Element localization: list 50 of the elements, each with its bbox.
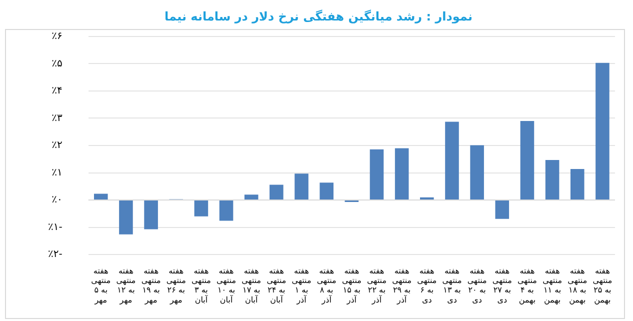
bar [570,168,584,200]
y-tick-label: ٪۰ [52,194,62,206]
x-tick-label: هفته منتهی به ۶ دی [417,266,437,304]
x-tick-label: هفته منتهی به ۴ بهمن [517,266,537,304]
x-tick-label: هفته منتهی به ۱۸ بهمن [568,266,588,304]
x-tick-label: هفته منتهی به ۲۴ آبان [266,266,286,304]
x-tick-label: هفته منتهی به ۱۹ مهر [141,266,161,304]
x-tick-label: هفته منتهی به ۱۷ آبان [242,266,262,304]
x-tick-label: هفته منتهی به ۱۰ آبان [216,266,236,304]
y-tick-label: ٪۵ [52,58,62,70]
x-tick-label: هفته منتهی به ۸ آذر [316,266,336,304]
y-tick-label: ٪۶ [52,30,62,42]
bar [596,62,610,200]
bar [270,184,284,200]
y-tick-label: ٪۱ [52,167,62,178]
bar [420,197,434,200]
bar [495,200,510,219]
bar [470,145,484,200]
y-tick-label: ٪۴ [52,86,62,97]
x-tick-label: هفته منتهی به ۲۵ بهمن [592,266,612,304]
x-tick-label: هفته منتهی به ۲۷ دی [492,266,512,304]
x-tick-label: هفته منتهی به ۲۹ آذر [392,266,412,304]
bar [370,149,384,200]
chart-title: نمودار : رشد میانگین هفتگی نرخ دلار در سامانه نیما [164,9,472,24]
x-tick-label: هفته منتهی به ۳ آبان [191,266,211,304]
bar [294,174,308,200]
x-tick-label: هفته منتهی به ۱ آذر [292,266,312,304]
bar [545,160,560,200]
x-tick-label: هفته منتهی به ۱۵ آذر [342,266,362,304]
x-tick-label: هفته منتهی به ۲۲ آذر [367,266,386,304]
bar [394,148,409,200]
x-tick-label: هفته منتهی به ۱۳ دی [442,266,462,304]
bar [119,200,133,234]
x-tick-label: هفته منتهی به ۵ مهر [91,266,111,304]
y-tick-label: ٪۲ [52,140,62,152]
bar [94,194,108,200]
bar [520,120,534,200]
bar [194,200,208,216]
bar [219,200,234,221]
y-tick-label: ٪۱- [48,222,63,233]
x-tick-label: هفته منتهی به ۱۲ مهر [116,266,136,304]
x-tick-label: هفته منتهی به ۲۶ مهر [166,266,186,304]
y-tick-label: ٪۳ [52,112,63,124]
y-tick-label: ٪۲- [48,249,63,260]
x-tick-label: هفته منتهی به ۲۰ دی [467,266,487,304]
x-tick-label: هفته منتهی به ۱۱ بهمن [542,266,562,304]
bar [244,194,258,200]
bar [445,122,459,200]
bar [320,182,334,200]
bar [144,200,158,230]
